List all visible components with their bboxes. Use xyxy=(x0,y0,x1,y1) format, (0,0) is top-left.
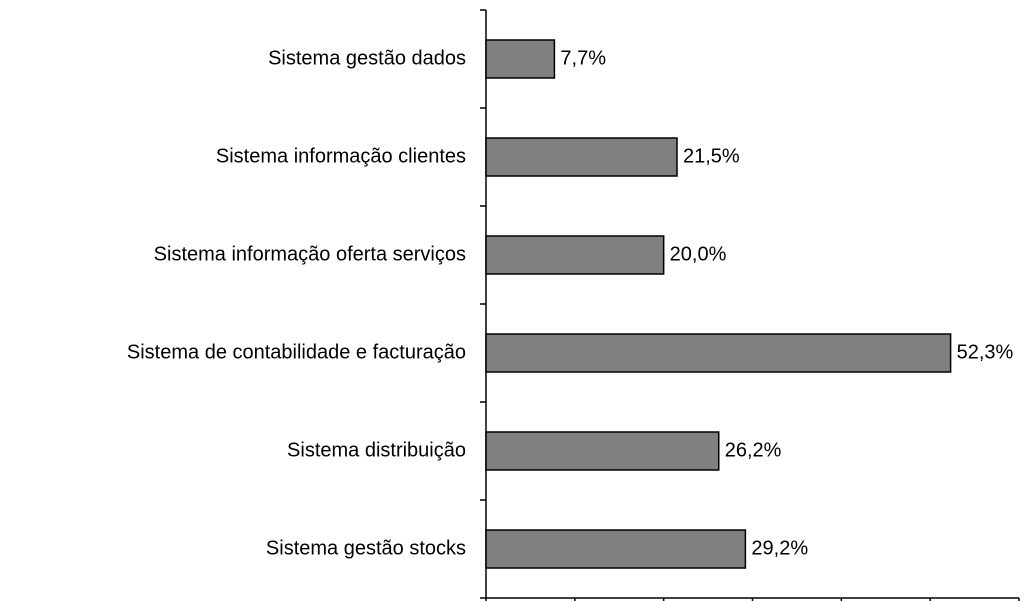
value-label: 52,3% xyxy=(957,341,1014,363)
value-label: 29,2% xyxy=(751,537,808,559)
bar xyxy=(485,235,665,275)
y-tick-label: Sistema de contabilidade e facturação xyxy=(127,341,466,363)
y-tick-label: Sistema gestão stocks xyxy=(266,537,466,559)
value-label: 26,2% xyxy=(725,439,782,461)
bar xyxy=(485,333,952,373)
bar xyxy=(485,431,720,471)
value-label: 20,0% xyxy=(670,243,727,265)
value-label: 7,7% xyxy=(560,47,606,69)
bar xyxy=(485,529,747,569)
y-tick-label: Sistema informação clientes xyxy=(216,145,466,167)
y-tick-label: Sistema informação oferta serviços xyxy=(154,243,466,265)
bar xyxy=(485,39,556,79)
y-tick-label: Sistema distribuição xyxy=(287,439,466,461)
bar xyxy=(485,137,678,177)
y-tick-label: Sistema gestão dados xyxy=(268,47,466,69)
value-label: 21,5% xyxy=(683,145,740,167)
